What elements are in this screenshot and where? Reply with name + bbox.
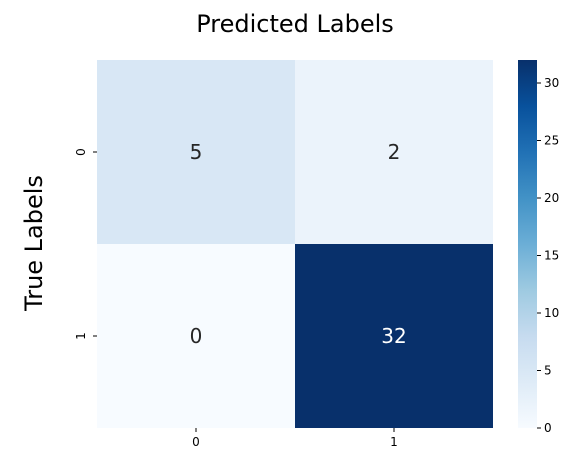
heatmap-cell-0-1 [295,60,493,244]
colorbar-ticks: 0 5 10 15 20 25 30 [537,76,559,435]
y-axis-label: True Labels [20,175,48,312]
cell-value-1-0: 0 [190,324,203,348]
colorbar-tick-label-4: 20 [544,191,559,205]
chart-title: Predicted Labels [196,10,394,38]
y-tick-label-1: 1 [74,332,88,340]
cell-value-0-1: 2 [388,140,401,164]
colorbar-tick-label-5: 25 [544,134,559,148]
y-tick-label-0: 0 [74,148,88,156]
heatmap-cell-0-0 [97,60,295,244]
heatmap-cell-1-1 [295,244,493,428]
x-tick-label-0: 0 [192,435,200,449]
x-tick-label-1: 1 [390,435,398,449]
colorbar-tick-label-3: 15 [544,249,559,263]
heatmap-cell-1-0 [97,244,295,428]
cell-value-0-0: 5 [190,140,203,164]
colorbar-tick-label-2: 10 [544,306,559,320]
colorbar-tick-label-1: 5 [544,364,552,378]
heatmap-cells: 5 2 0 32 [97,60,493,428]
colorbar [518,60,537,428]
cell-value-1-1: 32 [381,324,406,348]
colorbar-tick-label-0: 0 [544,421,552,435]
y-axis-ticks: 01 [74,148,97,340]
colorbar-tick-label-6: 30 [544,76,559,90]
